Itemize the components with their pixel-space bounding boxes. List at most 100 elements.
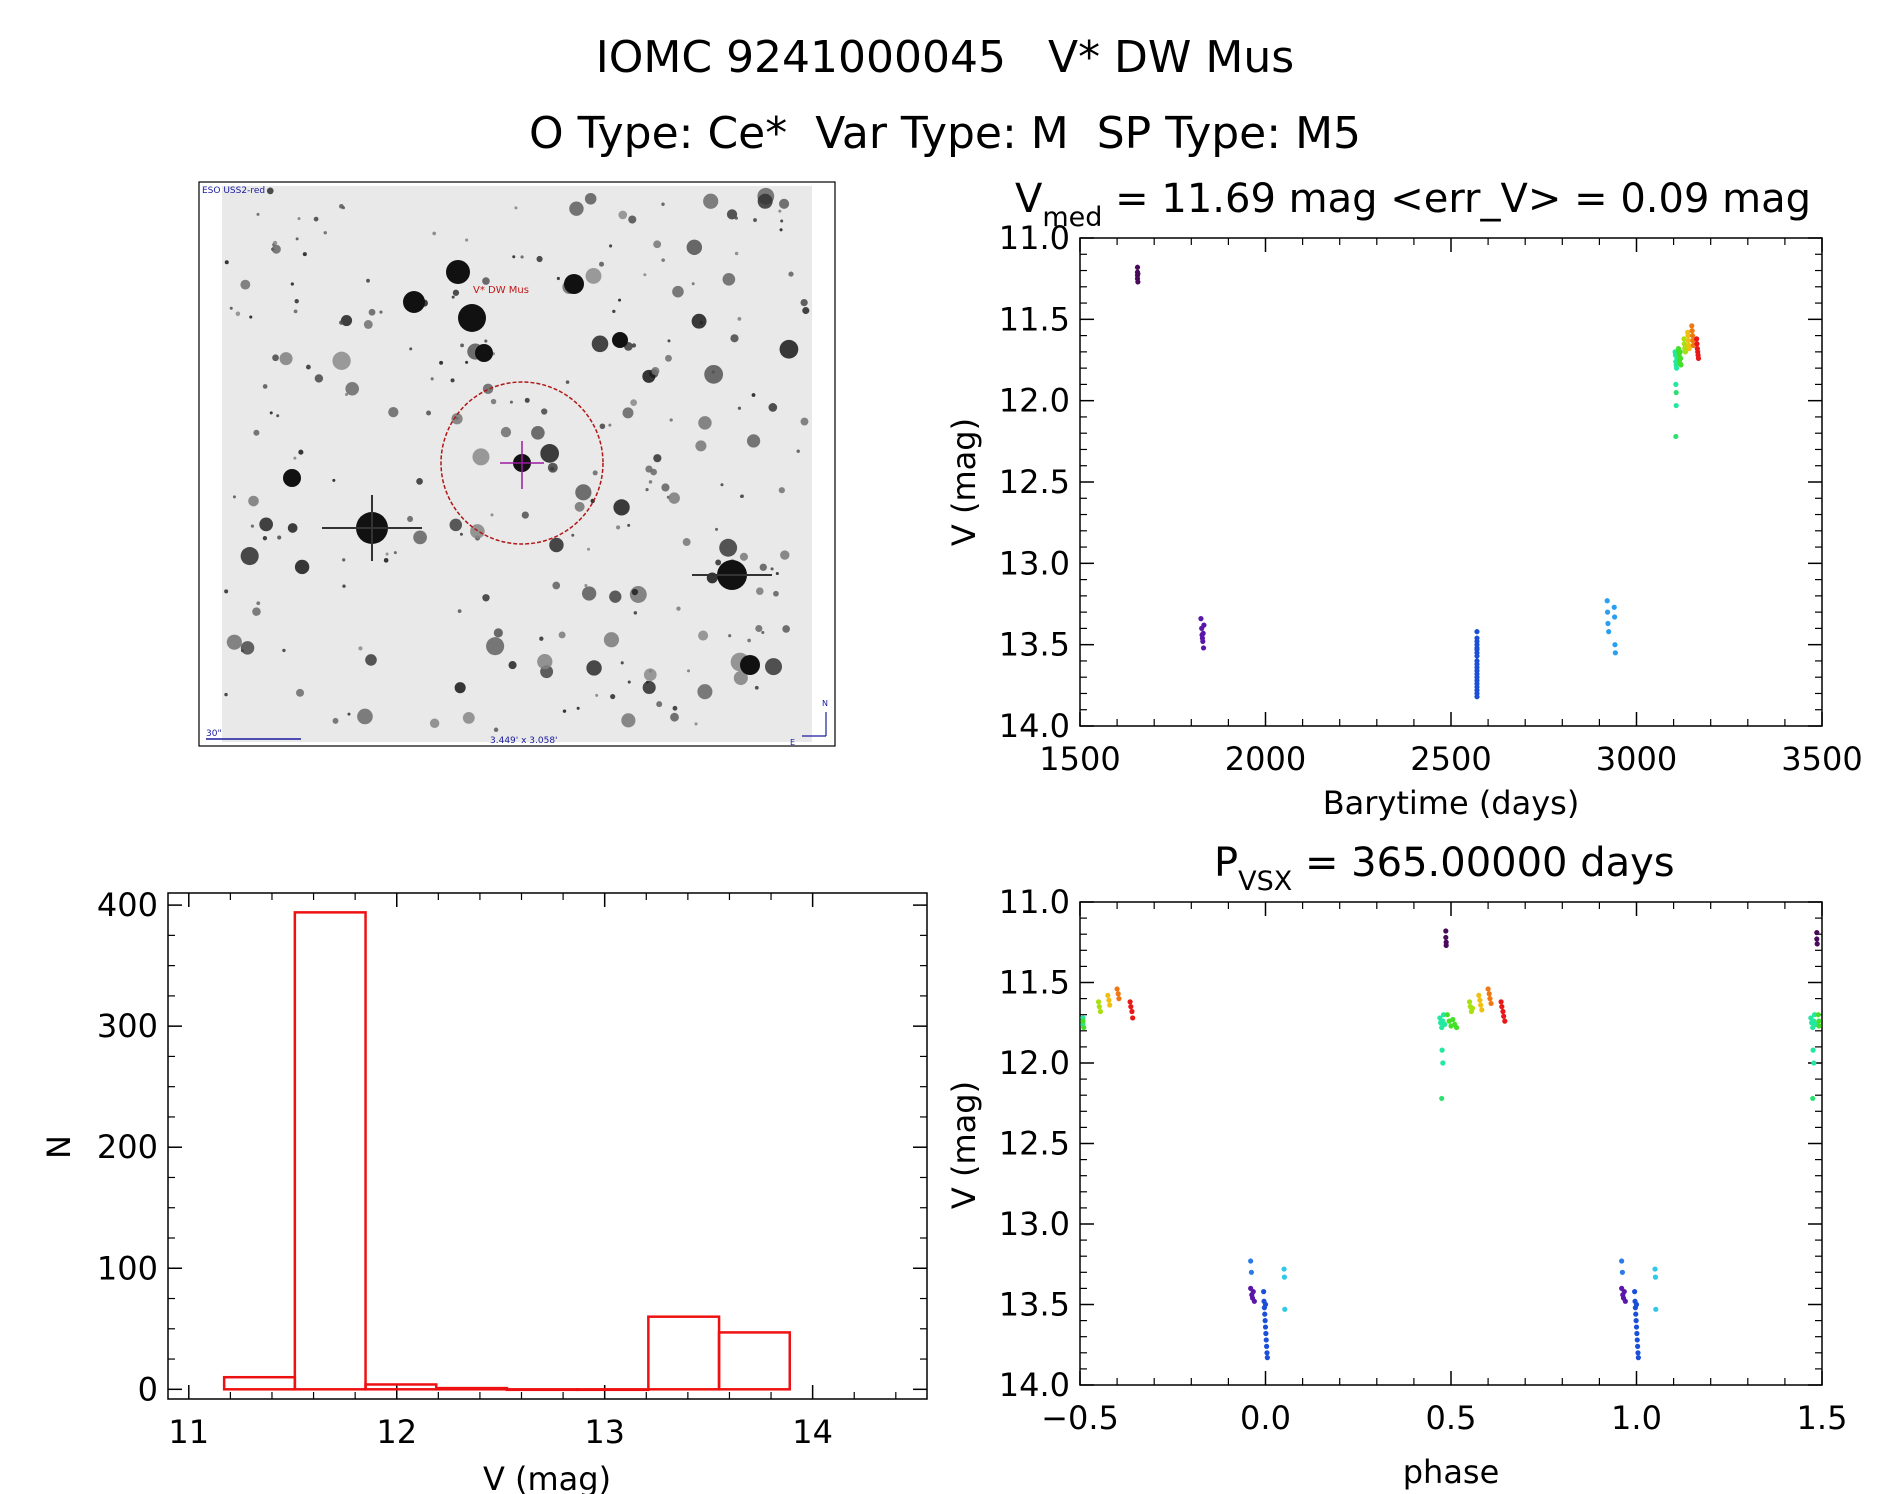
histogram-ytick-label: 200 [97, 1128, 158, 1166]
finder-star [345, 381, 359, 396]
finder-star [720, 483, 724, 487]
lightcurve-point [1689, 323, 1695, 329]
finder-star [613, 499, 630, 516]
finder-star [269, 411, 273, 415]
finder-star [342, 584, 346, 588]
phased-point [1105, 992, 1111, 998]
finder-star [430, 377, 434, 381]
phased-point [1262, 1311, 1268, 1317]
finder-star [482, 594, 490, 602]
finder-star [610, 693, 616, 700]
phased-point [1264, 1343, 1270, 1349]
phased-point [1811, 1060, 1817, 1066]
finder-star [670, 712, 679, 722]
phased-point [1263, 1337, 1269, 1343]
finder-star [276, 414, 280, 418]
phased-point [1487, 996, 1493, 1002]
phased-point [1498, 999, 1504, 1005]
phased-point [1633, 1311, 1639, 1317]
finder-star [686, 239, 703, 256]
finder-star [547, 462, 558, 473]
finder-star [313, 216, 319, 222]
lightcurve-point [1689, 333, 1696, 339]
histogram-bars [222, 911, 792, 1392]
phased-point [1488, 1000, 1494, 1007]
finder-star [609, 590, 622, 603]
lightcurve-point [1685, 333, 1691, 339]
phased-point [1478, 1002, 1484, 1008]
finder-star [562, 709, 567, 713]
east-label: E [790, 738, 795, 747]
scale-label: 30" [206, 729, 222, 739]
lightcurve-title: Vmed = 11.69 mag <err_V> = 0.09 mag [1015, 176, 1811, 233]
phased-point [1621, 1289, 1627, 1295]
finder-star [365, 654, 377, 666]
lightcurve-point [1682, 349, 1689, 355]
finder-star [240, 641, 255, 655]
finder-star [565, 380, 570, 384]
phased-point [1450, 1016, 1456, 1023]
finder-star [271, 244, 281, 254]
lightcurve-point [1474, 653, 1480, 659]
finder-star [413, 530, 427, 545]
phased-ytick-label: 12.5 [999, 1125, 1070, 1163]
finder-star [490, 398, 497, 405]
finder-star [340, 314, 353, 327]
finder-star [332, 478, 336, 482]
lightcurve-point [1612, 650, 1618, 656]
finder-star [575, 484, 592, 501]
finder-star [482, 383, 494, 394]
lightcurve-point [1695, 355, 1702, 361]
finder-star [668, 492, 680, 504]
finder-star [694, 722, 698, 726]
finder-star [383, 558, 389, 563]
phased-point [1635, 1350, 1641, 1356]
finder-star [272, 240, 278, 246]
finder-star [224, 260, 229, 265]
finder-bright-star [740, 655, 760, 675]
phased-point [1476, 992, 1482, 998]
finder-star [715, 559, 722, 566]
finder-star [339, 320, 344, 325]
lightcurve-xtick-label: 3500 [1781, 740, 1862, 778]
phased-point [1264, 1355, 1270, 1361]
phased-point [1633, 1318, 1639, 1324]
finder-star [240, 547, 259, 566]
phased-point [1439, 1095, 1445, 1102]
finder-star [429, 718, 440, 729]
finder-star [697, 684, 713, 700]
phased-title-prefix: P [1214, 840, 1238, 886]
phased-point [1444, 1012, 1450, 1018]
finder-bright-star [283, 469, 301, 487]
lightcurve-point [1673, 381, 1679, 387]
finder-star [226, 634, 242, 650]
phased-point [1816, 1018, 1822, 1024]
phased-point [1080, 1018, 1086, 1024]
lightcurve-point [1612, 642, 1618, 648]
lightcurve-point [1673, 402, 1679, 409]
phased-point [1081, 1024, 1087, 1031]
finder-star [609, 244, 613, 248]
finder-star [645, 487, 649, 492]
finder-star [514, 206, 518, 210]
finder-star [753, 218, 757, 222]
lightcurve-point [1686, 346, 1692, 352]
finder-star [552, 581, 561, 590]
histogram-xtick-label: 14 [792, 1413, 833, 1451]
finder-star [363, 320, 373, 329]
phased-point [1115, 991, 1121, 997]
finder-star [695, 440, 707, 452]
lightcurve-ytick-label: 12.5 [999, 463, 1070, 501]
phased-point [1107, 1002, 1113, 1008]
finder-star [256, 212, 260, 216]
lightcurve-point [1198, 616, 1204, 622]
finder-star [757, 193, 773, 209]
finder-star [661, 483, 670, 492]
finder-star [290, 282, 294, 286]
histogram-xtick-label: 11 [168, 1413, 209, 1451]
lightcurve-title-prefix: V [1015, 176, 1043, 222]
lightcurve-point [1611, 604, 1617, 610]
phased-point [1811, 1012, 1818, 1018]
finder-star [618, 298, 622, 302]
finder-star [344, 393, 349, 397]
